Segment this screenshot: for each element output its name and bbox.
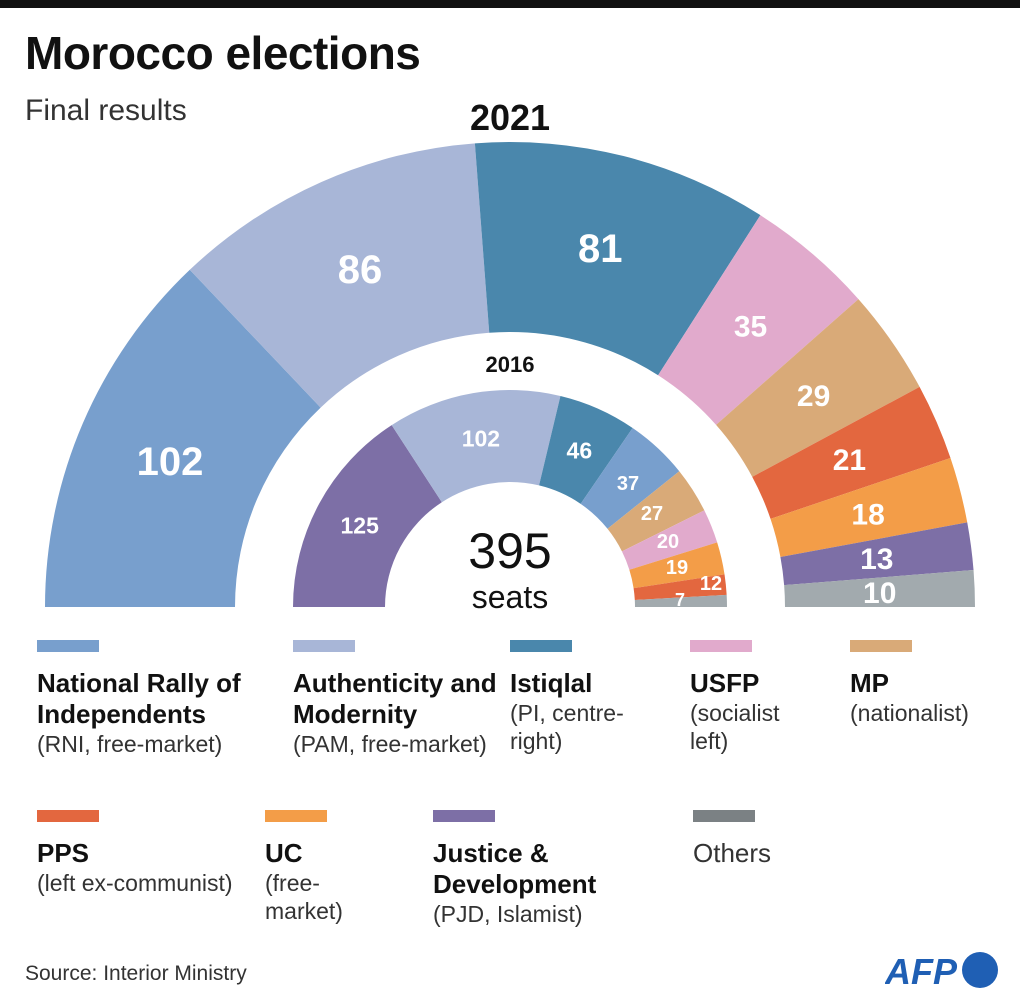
legend-label: Justice & Development — [433, 838, 597, 899]
legend-label: PPS — [37, 838, 90, 868]
legend-swatch — [433, 810, 495, 822]
legend-description: (nationalist) — [850, 700, 969, 726]
slice-label: 7 — [675, 590, 685, 610]
legend-item: PPS (left ex-communist) — [37, 810, 237, 897]
slice-label: 13 — [860, 543, 893, 576]
slice-label: 10 — [863, 577, 896, 610]
legend-swatch — [265, 810, 327, 822]
legend-description: (free-market) — [265, 870, 343, 924]
slice-2021-UC — [770, 458, 968, 557]
slice-label: 27 — [641, 503, 663, 525]
slice-2016-RNI — [580, 427, 680, 529]
slice-label: 12 — [700, 573, 722, 595]
slice-label: 19 — [666, 557, 688, 579]
legend-swatch — [37, 640, 99, 652]
ring-year-label: 2016 — [486, 352, 535, 377]
legend-label: Authenticity and Modernity — [293, 668, 497, 729]
slice-label: 102 — [462, 426, 500, 452]
legend-label: MP — [850, 668, 889, 698]
legend-item: USFP (socialist left) — [690, 640, 810, 755]
total-seats-unit: seats — [472, 579, 548, 615]
legend-item: Others — [693, 810, 843, 869]
slice-2016-Others — [634, 594, 727, 607]
legend-description: (PAM, free-market) — [293, 731, 487, 757]
legend-item: Istiqlal (PI, centre-right) — [510, 640, 650, 755]
slice-2021-USFP — [658, 215, 859, 425]
legend-label: Others — [693, 838, 772, 868]
legend-swatch — [693, 810, 755, 822]
ring-year-label: 2021 — [470, 97, 550, 138]
slice-2016-USFP — [621, 510, 718, 570]
legend-label: UC — [265, 838, 303, 868]
legend-swatch — [37, 810, 99, 822]
slice-2021-PI — [474, 142, 761, 376]
source-note: Source: Interior Ministry — [25, 962, 247, 985]
legend-label: Istiqlal — [510, 668, 593, 698]
chart-subtitle: Final results — [25, 94, 187, 127]
legend-description: (PJD, Islamist) — [433, 901, 583, 927]
slice-label: 29 — [797, 380, 830, 413]
afp-logo: AFP — [885, 951, 998, 990]
slice-label: 81 — [578, 227, 623, 271]
legend-item: Authenticity and Modernity (PAM, free-mar… — [293, 640, 508, 758]
slice-label: 86 — [338, 248, 383, 292]
total-seats-value: 395 — [468, 523, 551, 579]
legend-item: Justice & Development (PJD, Islamist) — [433, 810, 653, 928]
legend-description: (left ex-communist) — [37, 870, 233, 896]
slice-2021-PJD — [780, 522, 974, 586]
legend-label: National Rally of Independents — [37, 668, 241, 729]
slice-label: 37 — [617, 473, 639, 495]
slice-2021-RNI — [45, 269, 321, 607]
legend-item: UC (free-market) — [265, 810, 385, 925]
slice-2016-UC — [629, 542, 725, 589]
svg-text:AFP: AFP — [885, 951, 958, 990]
slice-label: 102 — [137, 440, 204, 484]
slice-2016-PAM — [391, 390, 561, 503]
slice-2021-PAM — [189, 143, 490, 408]
slice-label: 125 — [341, 513, 380, 539]
slice-2016-PJD — [293, 425, 442, 607]
slice-2016-PPS — [633, 574, 727, 601]
slice-2016-PI — [539, 395, 633, 504]
slice-label: 20 — [657, 531, 679, 553]
legend-item: National Rally of Independents (RNI, free… — [37, 640, 277, 758]
slice-2021-Others — [784, 570, 975, 607]
slice-2021-MP — [716, 299, 920, 477]
legend-description: (socialist left) — [690, 700, 780, 754]
legend-swatch — [293, 640, 355, 652]
top-bar — [0, 0, 1020, 8]
slice-label: 35 — [734, 310, 767, 343]
slice-label: 46 — [567, 438, 593, 464]
slice-2016-MP — [607, 471, 705, 552]
legend-description: (RNI, free-market) — [37, 731, 223, 757]
legend-description: (PI, centre-right) — [510, 700, 624, 754]
slice-2021-PPS — [752, 386, 951, 519]
chart-title: Morocco elections — [25, 27, 421, 79]
legend-swatch — [850, 640, 912, 652]
slice-label: 18 — [851, 498, 884, 531]
slice-label: 21 — [833, 444, 866, 477]
legend-label: USFP — [690, 668, 760, 698]
legend-swatch — [690, 640, 752, 652]
legend-swatch — [510, 640, 572, 652]
legend-item: MP (nationalist) — [850, 640, 1000, 727]
